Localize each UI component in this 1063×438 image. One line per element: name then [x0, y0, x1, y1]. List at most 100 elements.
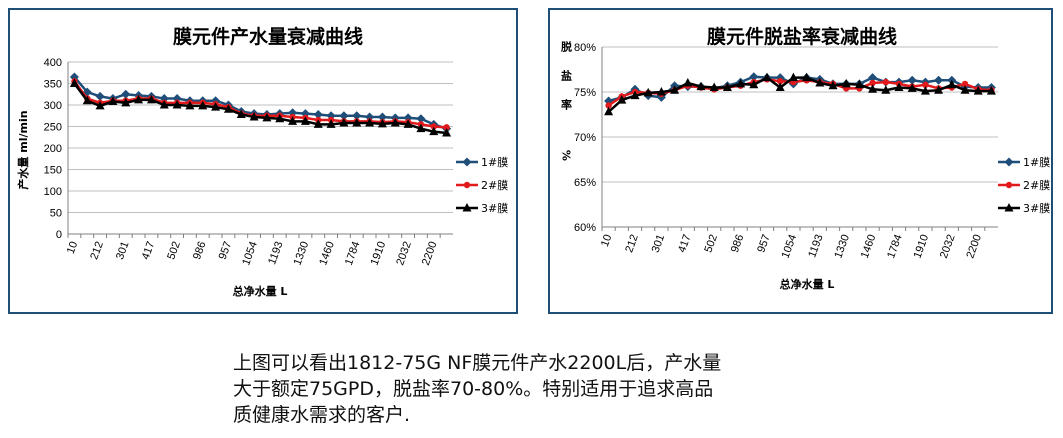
data-point — [986, 86, 996, 95]
x-tick-label: 1460 — [859, 233, 879, 260]
data-point — [802, 72, 812, 82]
x-tick-label: 502 — [165, 240, 183, 261]
data-point — [198, 100, 208, 110]
data-point — [275, 113, 285, 123]
data-point — [920, 86, 930, 95]
summary-caption: 上图可以看出1812-75G NF膜元件产水2200L后，产水量 大于额定75G… — [233, 350, 793, 428]
data-point — [683, 78, 693, 87]
y-tick-label: 200 — [44, 143, 62, 155]
data-point — [854, 79, 864, 89]
water-output-chart-panel: 膜元件产水量衰减曲线 0 50 100 150 200 250 300 350 400 10 212 3… — [8, 8, 518, 314]
data-point — [947, 79, 957, 89]
data-point — [121, 89, 131, 99]
x-axis-label: 总净水量 L — [233, 284, 288, 298]
data-point — [777, 78, 784, 85]
data-point — [643, 87, 653, 97]
data-point — [339, 118, 349, 127]
data-point — [429, 126, 439, 136]
data-point — [352, 118, 362, 127]
x-axis-label: 总净水量 L — [780, 277, 835, 291]
data-point — [775, 82, 785, 91]
data-point — [815, 78, 825, 87]
data-point — [868, 84, 878, 93]
legend-label: 1#膜 — [481, 156, 508, 169]
x-tick-label: 986 — [191, 240, 209, 261]
legend-marker — [463, 181, 471, 189]
data-point — [430, 123, 437, 130]
y-tick-label: 350 — [44, 79, 62, 91]
data-point — [223, 104, 233, 113]
x-tick-label: 2032 — [938, 233, 958, 260]
data-point — [960, 85, 970, 94]
x-tick-label: 1193 — [806, 233, 825, 259]
x-tick-label: 417 — [140, 240, 158, 261]
x-tick-label: 1054 — [240, 240, 260, 267]
data-point — [934, 85, 944, 94]
data-point — [313, 119, 323, 128]
data-point — [973, 86, 983, 95]
data-point — [907, 75, 917, 85]
data-point — [934, 75, 944, 85]
legend-marker — [1004, 203, 1014, 212]
data-point — [172, 100, 182, 109]
y-tick-label: 80% — [574, 42, 596, 54]
y-axis-label: 脱盐率 % — [560, 40, 573, 179]
data-point — [82, 95, 92, 105]
data-point — [907, 83, 917, 92]
data-point — [313, 109, 323, 119]
x-tick-label: 1054 — [780, 233, 800, 260]
x-tick-label: 986 — [729, 233, 747, 254]
data-point — [121, 97, 131, 107]
data-point — [69, 78, 79, 87]
series-line-3 — [73, 82, 447, 135]
x-tick-label: 301 — [650, 233, 668, 254]
legend-marker — [1005, 181, 1013, 189]
x-tick-label: 957 — [217, 240, 235, 261]
data-point — [146, 94, 156, 104]
x-tick-label: 1330 — [832, 233, 852, 260]
data-point — [894, 82, 904, 91]
data-point — [882, 78, 889, 86]
x-tick-label: 1784 — [885, 233, 905, 260]
data-point — [390, 118, 400, 127]
x-tick-label: 1784 — [343, 240, 363, 267]
data-point — [617, 95, 627, 104]
legend-label: 3#膜 — [1023, 202, 1050, 215]
data-point — [288, 116, 298, 125]
y-tick-label: 300 — [44, 100, 62, 112]
x-tick-label: 1910 — [369, 240, 389, 267]
data-point — [605, 102, 612, 109]
data-point — [185, 100, 195, 110]
data-point — [300, 116, 310, 125]
data-point — [443, 124, 450, 131]
legend-label: 3#膜 — [481, 202, 508, 215]
y-tick-label: 250 — [44, 122, 62, 134]
data-point — [326, 119, 336, 128]
chart-title: 膜元件脱盐率衰减曲线 — [706, 25, 897, 48]
legend-marker — [1004, 157, 1014, 167]
legend-label: 1#膜 — [1023, 156, 1050, 169]
data-point — [262, 112, 272, 122]
data-point — [736, 78, 746, 88]
y-tick-label: 60% — [574, 222, 596, 234]
y-tick-label: 400 — [44, 57, 62, 69]
data-point — [869, 79, 876, 87]
data-point — [377, 112, 387, 122]
data-point — [670, 85, 680, 94]
caption-line-1: 上图可以看出1812-75G NF膜元件产水2200L后，产水量 — [233, 352, 722, 374]
data-point — [416, 114, 426, 124]
y-tick-label: 70% — [574, 132, 596, 144]
data-point — [416, 123, 426, 133]
data-point — [159, 100, 169, 109]
y-tick-label: 0 — [56, 229, 62, 241]
data-point — [961, 80, 969, 88]
data-point — [339, 111, 349, 121]
data-point — [377, 118, 387, 128]
water-output-chart: 膜元件产水量衰减曲线 0 50 100 150 200 250 300 350 400 10 212 3… — [16, 25, 508, 298]
legend-label: 2#膜 — [481, 179, 508, 192]
series-line-2 — [73, 80, 447, 129]
data-point — [352, 111, 362, 121]
data-point — [236, 109, 246, 118]
caption-line-2: 大于额定75GPD，脱盐率70-80%。特别适用于追求高品 — [233, 378, 714, 400]
data-point — [749, 79, 759, 89]
